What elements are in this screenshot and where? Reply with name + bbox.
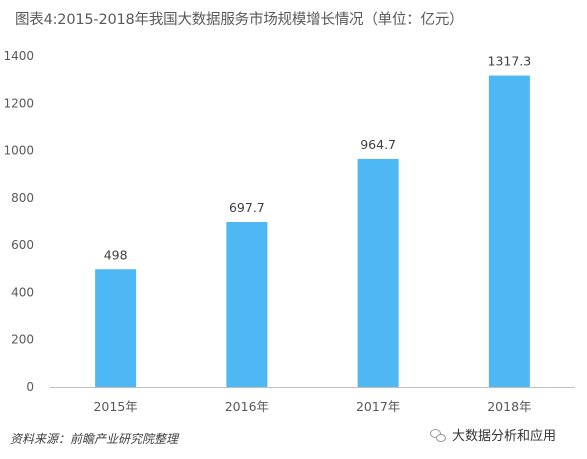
x-tick-label: 2016年 xyxy=(225,399,269,414)
bar xyxy=(95,269,137,387)
y-tick-label: 200 xyxy=(11,333,34,347)
y-tick-label: 400 xyxy=(11,285,34,299)
y-tick-label: 0 xyxy=(26,380,34,394)
source-note: 资料来源：前瞻产业研究院整理 xyxy=(10,432,179,446)
y-tick-label: 800 xyxy=(11,191,34,205)
bar-value-label: 1317.3 xyxy=(488,54,532,69)
x-tick-label: 2018年 xyxy=(487,399,531,414)
bars xyxy=(95,75,530,387)
bar-value-label: 697.7 xyxy=(229,200,265,215)
y-tick-label: 1200 xyxy=(3,96,34,110)
wechat-icon xyxy=(430,428,446,442)
chart-title: 图表4:2015-2018年我国大数据服务市场规模增长情况（单位：亿元） xyxy=(15,12,464,28)
wechat-account-name: 大数据分析和应用 xyxy=(452,429,557,444)
y-tick-label: 600 xyxy=(11,238,34,252)
wechat-badge: 大数据分析和应用 xyxy=(430,425,556,444)
bar-value-label: 498 xyxy=(104,247,128,262)
bar xyxy=(357,158,399,387)
x-axis-ticks: 2015年 2016年 2017年 2018年 xyxy=(93,399,531,414)
bar xyxy=(488,75,530,387)
bar-value-labels: 498 697.7 964.7 1317.3 xyxy=(104,54,532,263)
y-tick-label: 1400 xyxy=(3,49,34,63)
bar-value-label: 964.7 xyxy=(360,137,396,152)
y-axis-ticks: 0 200 400 600 800 1000 1200 1400 xyxy=(3,49,34,394)
x-tick-label: 2017年 xyxy=(356,399,400,414)
bar xyxy=(226,222,268,387)
y-tick-label: 1000 xyxy=(3,144,34,158)
x-tick-label: 2015年 xyxy=(93,399,137,414)
